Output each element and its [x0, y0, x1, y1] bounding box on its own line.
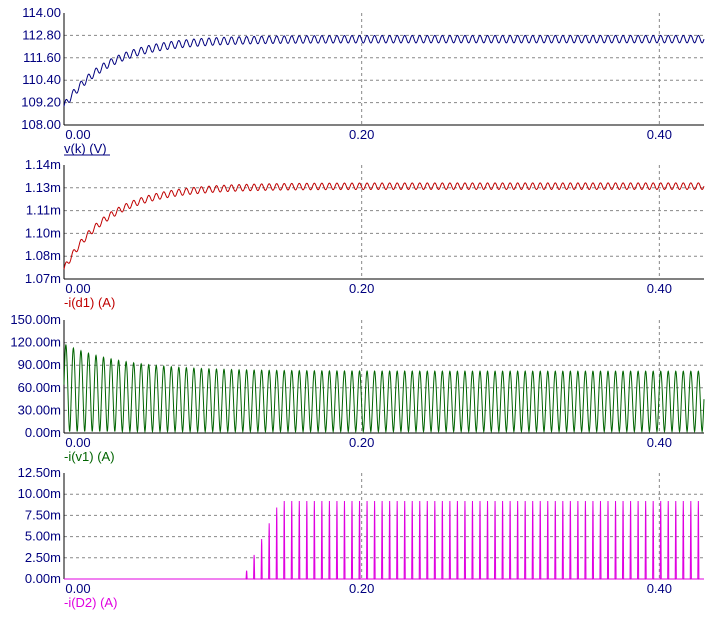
x-tick-label: 0.00: [65, 281, 90, 296]
y-tick-label: 5.00m: [25, 529, 61, 544]
x-tick-label: 0.40: [647, 281, 672, 296]
y-tick-label: 90.00m: [18, 357, 61, 372]
y-tick-label: 7.50m: [25, 507, 61, 522]
y-tick-label: 30.00m: [18, 402, 61, 417]
y-tick-label: 120.00m: [10, 335, 61, 350]
x-tick-label: 0.20: [349, 127, 374, 142]
x-tick-label: 0.00: [65, 581, 90, 596]
y-tick-label: 12.50m: [18, 465, 61, 480]
y-tick-label: 110.40: [22, 72, 61, 87]
series-label: -i(D2) (A): [64, 595, 117, 610]
y-tick-label: 0.00m: [25, 571, 61, 586]
series-line: [63, 34, 705, 107]
series-label: -i(d1) (A): [64, 295, 115, 310]
plot-panel-3: 0.00m 30.00m 60.00m 90.00m 120.00m 150.00m 0.0…: [10, 312, 705, 464]
x-tick-label: 0.20: [349, 581, 374, 596]
series-line: [64, 500, 704, 580]
y-tick-label: 150.00m: [10, 312, 61, 327]
y-tick-label: 109.20: [21, 95, 61, 110]
y-tick-label: 10.00m: [18, 486, 61, 501]
y-tick-label: 1.10m: [25, 225, 61, 240]
y-tick-label: 114.00: [22, 5, 61, 20]
y-tick-label: 1.14m: [25, 157, 61, 172]
y-tick-label: 0.00m: [25, 425, 61, 440]
y-tick-label: 2.50m: [25, 550, 61, 565]
x-tick-label: 0.40: [647, 581, 672, 596]
plot-panel-4: 0.00m 2.50m 5.00m 7.50m 10.00m 12.50m 0.00 0.20…: [18, 465, 704, 610]
x-tick-label: 0.40: [647, 435, 672, 450]
x-tick-label: 0.00: [65, 127, 90, 142]
y-tick-label: 108.00: [21, 117, 61, 132]
y-tick-label: 1.08m: [25, 248, 61, 263]
x-tick-label: 0.00: [65, 435, 90, 450]
series-line: [63, 182, 705, 270]
plot-panel-1: 108.00 109.20 110.40 111.60 112.80 114.00 0.00…: [21, 5, 705, 156]
y-tick-label: 1.07m: [25, 271, 61, 286]
y-tick-label: 111.60: [23, 50, 61, 65]
y-tick-label: 1.11m: [26, 203, 61, 218]
series-label: -i(v1) (A): [64, 449, 115, 464]
plot-panel-2: 1.07m 1.08m 1.10m 1.11m 1.13m 1.14m 0.00 0.20 0.…: [25, 157, 705, 310]
series-label: v(k) (V): [64, 141, 107, 156]
y-tick-label: 1.13m: [25, 180, 61, 195]
x-tick-label: 0.20: [349, 281, 374, 296]
series-line: [63, 343, 705, 434]
x-tick-label: 0.40: [647, 127, 672, 142]
y-tick-label: 60.00m: [18, 380, 61, 395]
y-tick-label: 112.80: [22, 27, 61, 42]
x-tick-label: 0.20: [349, 435, 374, 450]
